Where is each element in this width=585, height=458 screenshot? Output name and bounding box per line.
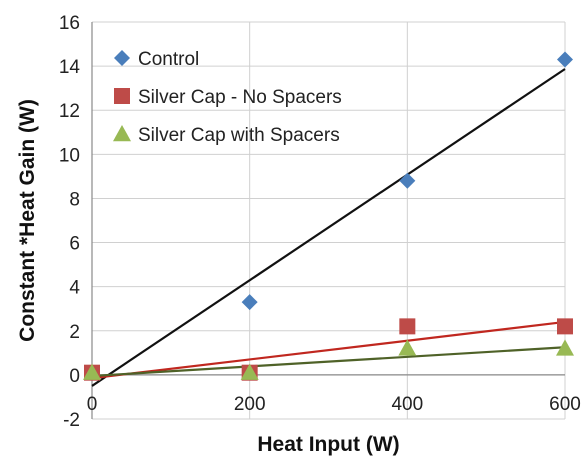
y-tick-label: -2 xyxy=(63,410,80,431)
y-tick-label: 2 xyxy=(69,322,80,343)
legend-label: Control xyxy=(138,49,199,70)
x-tick-label: 200 xyxy=(234,394,266,415)
trendline-triangle xyxy=(91,346,566,378)
point-triangle xyxy=(240,363,259,380)
gridlines xyxy=(91,21,566,420)
legend-marker-square xyxy=(114,88,130,104)
x-tick-labels: 0 200 400 600 xyxy=(87,394,581,415)
x-tick-label: 0 xyxy=(87,394,98,415)
y-tick-label: 0 xyxy=(69,366,80,387)
y-tick-label: 16 xyxy=(59,13,80,34)
point-diamond xyxy=(557,51,573,68)
y-tick-label: 12 xyxy=(59,101,80,122)
y-tick-label: 4 xyxy=(69,278,80,299)
y-tick-label: 14 xyxy=(59,57,81,78)
point-square xyxy=(557,318,573,335)
trendlines xyxy=(91,68,566,387)
legend-marker-triangle xyxy=(113,125,131,142)
point-diamond xyxy=(399,172,416,189)
legend-label: Silver Cap with Spacers xyxy=(138,125,340,146)
legend-marker-diamond xyxy=(114,50,130,66)
point-triangle xyxy=(83,363,101,380)
x-tick-label: 400 xyxy=(391,394,423,415)
point-triangle xyxy=(556,339,574,356)
point-square xyxy=(399,318,416,335)
y-axis-title: Constant *Heat Gain (W) xyxy=(16,99,39,342)
axes xyxy=(91,22,565,419)
y-tick-label: 10 xyxy=(59,145,80,166)
data-points xyxy=(83,51,574,381)
trendline-diamond xyxy=(91,68,566,387)
legend: Control Silver Cap - No Spacers Silver Cap… xyxy=(113,49,342,146)
legend-label: Silver Cap - No Spacers xyxy=(138,87,342,108)
x-axis-title: Heat Input (W) xyxy=(257,433,399,456)
point-triangle xyxy=(398,339,417,356)
y-tick-label: 8 xyxy=(69,189,80,210)
y-tick-labels: -2 0 2 4 6 8 10 12 14 16 xyxy=(59,13,81,431)
x-tick-label: 600 xyxy=(549,394,581,415)
point-diamond xyxy=(241,294,258,311)
trendline-square xyxy=(91,320,566,380)
y-tick-label: 6 xyxy=(69,234,80,255)
